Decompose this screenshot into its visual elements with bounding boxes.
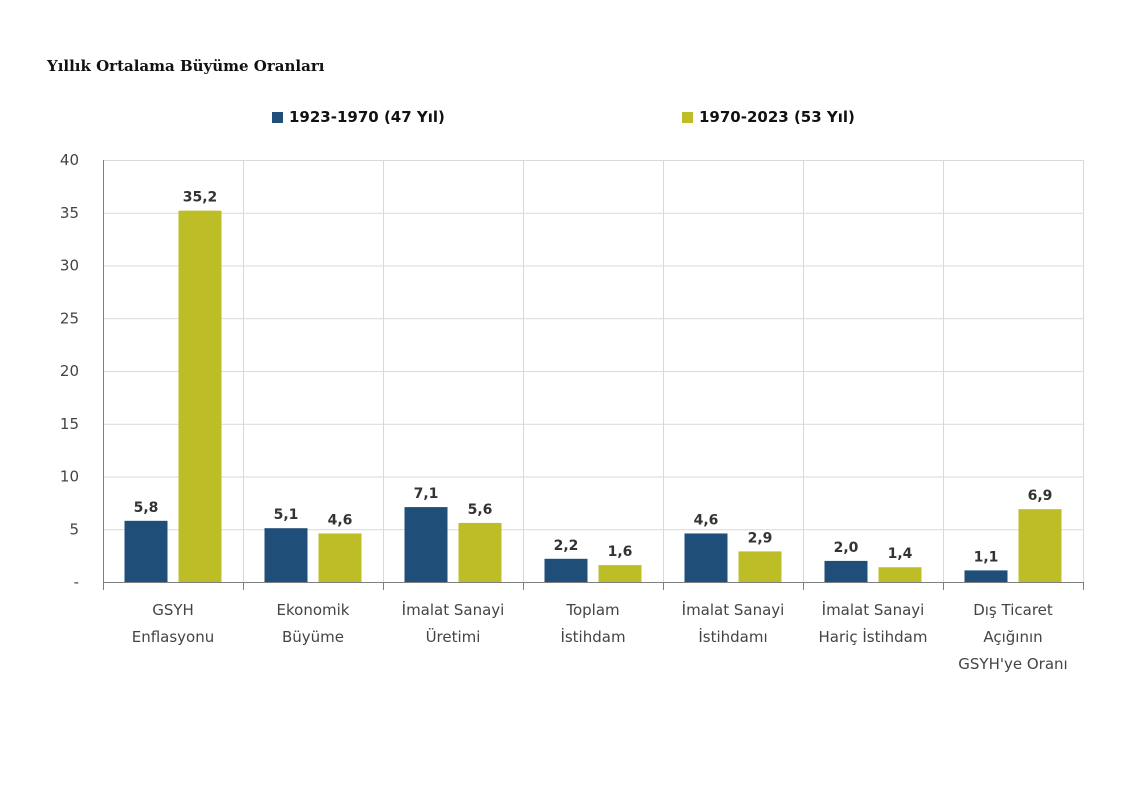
- legend-swatch-series-2: [682, 111, 693, 123]
- data-label: 4,6: [328, 512, 353, 528]
- category-label-line: GSYH'ye Oranı: [958, 655, 1067, 673]
- data-label: 1,1: [974, 549, 999, 565]
- category-label-line: Üretimi: [426, 627, 481, 646]
- y-tick-label: -: [74, 573, 79, 591]
- bar-series-1: [404, 507, 448, 582]
- chart-title: Yıllık Ortalama Büyüme Oranları: [47, 57, 325, 75]
- category-label-line: İmalat Sanayi: [682, 600, 785, 619]
- data-label: 5,6: [468, 502, 493, 518]
- data-label: 1,6: [608, 544, 633, 560]
- bar-series-2: [178, 210, 222, 582]
- category-label-line: İstihdam: [560, 627, 625, 646]
- bar-series-1: [684, 533, 728, 582]
- data-label: 2,2: [554, 538, 579, 554]
- data-label: 5,1: [274, 507, 299, 523]
- bar-series-1: [964, 570, 1008, 582]
- legend: 1923-1970 (47 Yıl) 1970-2023 (53 Yıl): [0, 108, 1123, 130]
- bar-series-2: [878, 567, 922, 582]
- bar-series-1: [124, 520, 168, 582]
- category-label: Toplam İstihdam: [560, 601, 625, 646]
- y-tick-label: 20: [60, 362, 79, 380]
- data-label: 4,6: [694, 512, 719, 528]
- category-label-line: İstihdamı: [698, 627, 767, 646]
- category-label-line: GSYH: [152, 601, 194, 619]
- bar-series-2: [598, 565, 642, 582]
- y-tick-label: 40: [60, 151, 79, 169]
- category-label-line: Enflasyonu: [132, 628, 215, 646]
- category-label: Ekonomik Büyüme: [277, 601, 350, 646]
- data-label: 1,4: [888, 546, 913, 562]
- data-label: 5,8: [134, 500, 159, 516]
- legend-swatch-series-1: [272, 111, 283, 123]
- category-label-line: Dış Ticaret: [973, 601, 1053, 619]
- category-label: GSYH Enflasyonu: [132, 601, 215, 646]
- data-label: 6,9: [1028, 488, 1053, 504]
- bar-series-1: [264, 528, 308, 582]
- legend-label-series-1: 1923-1970 (47 Yıl): [289, 108, 445, 126]
- y-tick-label: 10: [60, 468, 79, 486]
- data-label: 2,9: [748, 530, 773, 546]
- y-tick-label: 35: [60, 204, 79, 222]
- legend-item-series-1: 1923-1970 (47 Yıl): [272, 108, 445, 126]
- y-tick-label: 15: [60, 415, 79, 433]
- category-label-line: Hariç İstihdam: [819, 627, 928, 646]
- data-label: 7,1: [414, 486, 439, 502]
- legend-label-series-2: 1970-2023 (53 Yıl): [699, 108, 855, 126]
- bar-series-2: [458, 522, 502, 582]
- y-tick-label: 25: [60, 309, 79, 327]
- category-label-line: İmalat Sanayi: [402, 600, 505, 619]
- category-label-line: İmalat Sanayi: [822, 600, 925, 619]
- category-label: Dış Ticaret Açığının GSYH'ye Oranı: [958, 601, 1067, 673]
- category-label-line: Ekonomik: [277, 601, 350, 619]
- category-label: İmalat Sanayi Üretimi: [402, 600, 505, 646]
- bar-series-2: [738, 551, 782, 582]
- data-label: 35,2: [183, 190, 218, 206]
- category-label: İmalat Sanayi İstihdamı: [682, 600, 785, 646]
- legend-item-series-2: 1970-2023 (53 Yıl): [682, 108, 855, 126]
- bar-series-2: [318, 533, 362, 582]
- category-label-line: Toplam: [565, 601, 619, 619]
- bar-series-1: [824, 560, 868, 582]
- bar-series-1: [544, 558, 588, 582]
- category-label: İmalat Sanayi Hariç İstihdam: [819, 600, 928, 646]
- y-tick-label: 5: [69, 520, 79, 538]
- category-label-line: Açığının: [983, 628, 1042, 646]
- category-label-line: Büyüme: [282, 628, 344, 646]
- data-label: 2,0: [834, 540, 859, 556]
- y-tick-label: 30: [60, 257, 79, 275]
- bar-series-2: [1018, 509, 1062, 582]
